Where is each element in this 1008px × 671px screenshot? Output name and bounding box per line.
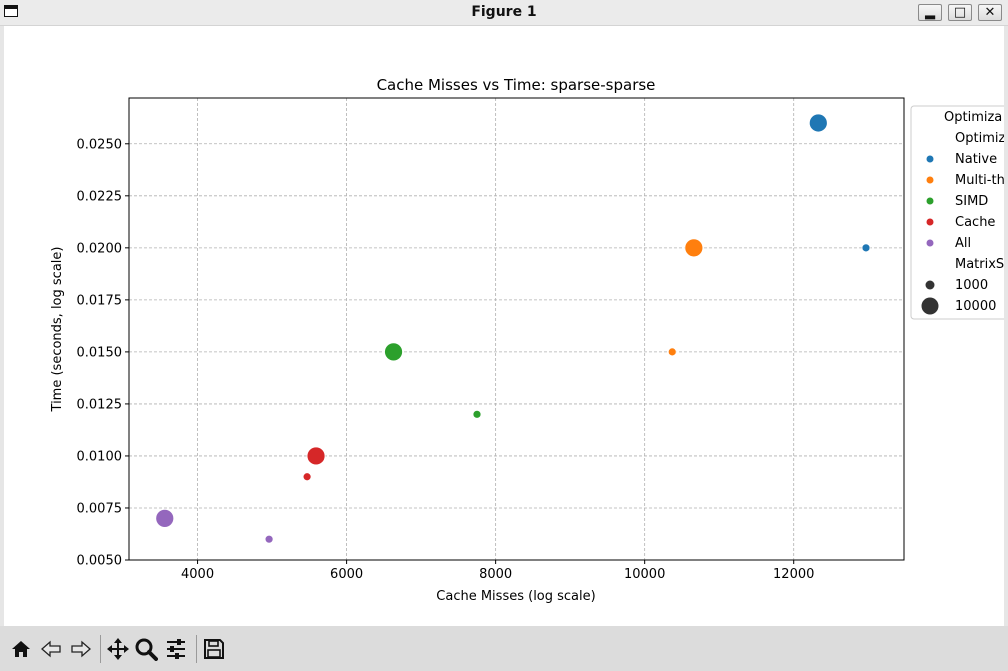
data-point: [302, 472, 312, 482]
legend-hue-heading: Optimiz: [955, 131, 1004, 146]
y-axis-label: Time (seconds, log scale): [50, 247, 65, 413]
y-tick-label: 0.0225: [77, 189, 123, 204]
legend-label-simd: SIMD: [955, 194, 988, 209]
close-icon: ✕: [984, 5, 996, 20]
minimize-button[interactable]: ▂: [918, 4, 942, 21]
figure-canvas[interactable]: Cache Misses vs Time: sparse-sparse 4000…: [4, 26, 1008, 626]
window-frame-left: [0, 26, 4, 626]
x-tick-label: 10000: [624, 567, 665, 582]
move-icon: [107, 638, 129, 660]
y-tick-label: 0.0100: [77, 449, 123, 464]
data-point: [684, 238, 704, 258]
y-tick-label: 0.0175: [77, 293, 123, 308]
maximize-icon: □: [953, 5, 967, 20]
y-tick-label: 0.0150: [77, 345, 123, 360]
data-point: [264, 534, 274, 544]
toolbar-separator: [100, 635, 101, 663]
legend-label-cache: Cache: [955, 215, 995, 230]
legend-marker-simd: [926, 197, 934, 205]
legend-title: Optimiza: [944, 110, 1002, 125]
legend-label-multithread: Multi-th: [955, 173, 1004, 188]
y-tick-label: 0.0075: [77, 501, 123, 516]
y-tick-label: 0.0125: [77, 397, 123, 412]
legend: Optimiza Optimiz Native Multi-th SIMD Ca…: [910, 105, 1008, 320]
legend-size-heading: MatrixS: [955, 257, 1004, 272]
x-tick-label: 8000: [479, 567, 512, 582]
axis-ticks: 4000 6000 8000 10000 12000 0.0050 0.0075 0.0100…: [77, 137, 815, 582]
legend-marker-multithread: [926, 176, 934, 184]
legend-frame: [910, 105, 1008, 320]
x-axis-label: Cache Misses (log scale): [436, 589, 595, 604]
data-point: [667, 347, 677, 357]
legend-marker-size-10000: [921, 297, 939, 315]
data-point: [306, 446, 326, 466]
data-point: [155, 508, 175, 528]
legend-marker-all: [926, 239, 934, 247]
data-points: [155, 113, 871, 544]
minimize-icon: ▂: [925, 5, 935, 20]
grid-lines: [129, 98, 904, 561]
legend-label-size-1000: 1000: [955, 278, 988, 293]
window-title: Figure 1: [471, 4, 537, 20]
chart-title: Cache Misses vs Time: sparse-sparse: [377, 76, 656, 94]
forward-button[interactable]: [68, 636, 94, 662]
legend-marker-size-1000: [925, 280, 935, 290]
maximize-button[interactable]: □: [948, 4, 972, 21]
data-point: [472, 409, 482, 419]
pan-button[interactable]: [105, 636, 131, 662]
save-button[interactable]: [201, 636, 227, 662]
data-point: [808, 113, 828, 133]
sliders-icon: [167, 639, 185, 659]
zoom-button[interactable]: [133, 636, 159, 662]
window-frame-right: [1004, 26, 1008, 626]
legend-marker-cache: [926, 218, 934, 226]
floppy-disk-icon: [204, 639, 224, 659]
back-arrow-icon: [41, 640, 61, 658]
plot-frame: [128, 97, 905, 561]
home-icon: [12, 641, 30, 657]
legend-marker-native: [926, 155, 934, 163]
close-button[interactable]: ✕: [978, 4, 1002, 21]
legend-label-size-10000: 10000: [955, 299, 996, 314]
x-tick-label: 4000: [181, 567, 214, 582]
x-tick-label: 12000: [773, 567, 814, 582]
y-tick-label: 0.0200: [77, 241, 123, 256]
legend-label-native: Native: [955, 152, 997, 167]
navigation-toolbar: [0, 626, 1008, 671]
home-button[interactable]: [8, 636, 34, 662]
scatter-chart: Cache Misses vs Time: sparse-sparse 4000…: [50, 76, 1008, 604]
legend-label-all: All: [955, 236, 971, 251]
forward-arrow-icon: [71, 640, 91, 658]
y-tick-label: 0.0050: [77, 554, 123, 569]
toolbar-separator: [196, 635, 197, 663]
data-point: [861, 243, 871, 253]
window-titlebar: Figure 1 ▂ □ ✕: [0, 0, 1008, 26]
x-tick-label: 6000: [330, 567, 363, 582]
y-tick-label: 0.0250: [77, 137, 123, 152]
configure-subplots-button[interactable]: [163, 636, 189, 662]
magnifier-icon: [135, 638, 158, 661]
app-window-icon: [4, 5, 18, 17]
back-button[interactable]: [38, 636, 64, 662]
data-point: [384, 342, 403, 362]
